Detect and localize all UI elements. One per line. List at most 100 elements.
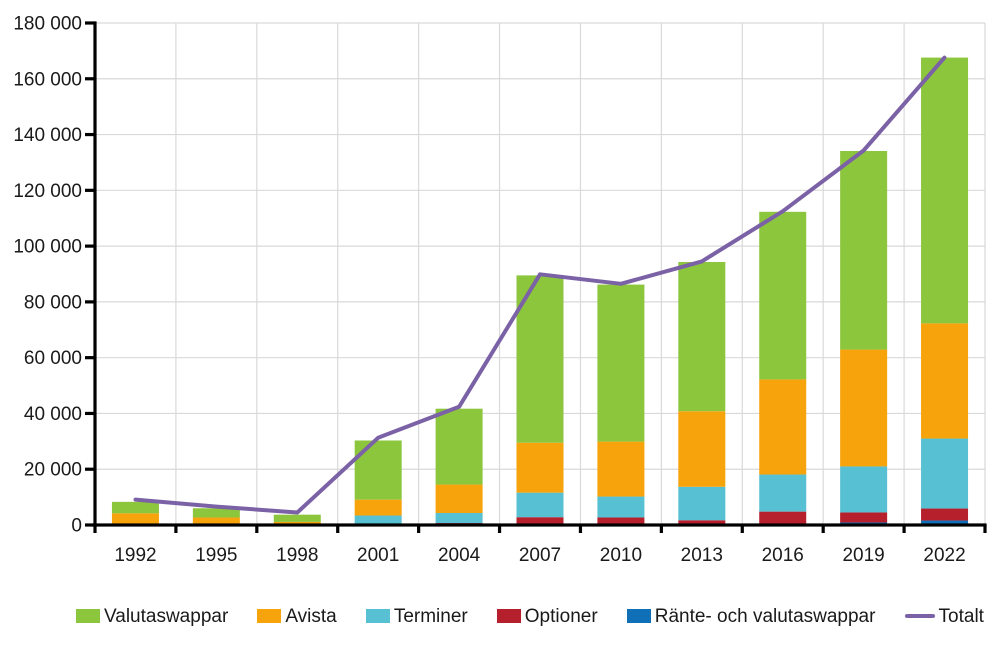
bar-segment-r-nte-och-valutaswappar-2022 (921, 520, 969, 525)
x-axis-line (91, 523, 987, 527)
bar-segment-optioner-2022 (921, 508, 969, 521)
bar-segment-valutaswappar-2022 (921, 57, 969, 324)
x-tick (255, 525, 259, 533)
x-tick (417, 525, 421, 533)
legend-line-marker-icon (904, 614, 935, 618)
total-line (133, 55, 947, 515)
bar-segment-avista-2022 (921, 323, 969, 439)
bar-segment-terminer-2007 (516, 492, 564, 518)
bar-segment-terminer-2001 (354, 515, 402, 525)
legend-item-terminer: Terminer (365, 605, 468, 627)
x-tick (93, 525, 97, 533)
bar-segment-valutaswappar-2004 (435, 408, 483, 485)
bar-segment-optioner-2013 (678, 520, 726, 525)
bar-segment-terminer-2010 (597, 496, 645, 518)
x-axis-label: 2010 (600, 545, 642, 566)
legend-item-r-nte-och-valutaswappar: Ränte- och valutaswappar (626, 605, 876, 627)
bar-segment-terminer-2016 (759, 474, 807, 512)
bar-segment-avista-1992 (111, 513, 159, 524)
bar-segment-valutaswappar-2019 (840, 151, 888, 350)
x-tick (983, 525, 987, 533)
x-axis-label: 2004 (438, 545, 481, 566)
y-tick (85, 132, 95, 137)
x-axis-label: 1998 (276, 545, 318, 566)
x-tick (174, 525, 178, 533)
legend-item-avista: Avista (257, 605, 337, 627)
bar-segment-optioner-2007 (516, 517, 564, 524)
y-axis-label: 80 000 (24, 292, 82, 313)
y-axis-label: 40 000 (24, 404, 82, 425)
bar-segment-valutaswappar-2016 (759, 211, 807, 380)
y-tick (85, 523, 95, 527)
x-axis-label: 2013 (681, 545, 723, 566)
bar-segment-avista-2019 (840, 349, 888, 467)
y-axis-line (93, 21, 97, 527)
x-axis-label: 1995 (195, 545, 237, 566)
x-tick (578, 525, 583, 533)
bar-segment-optioner-2016 (759, 511, 807, 525)
y-tick (85, 356, 95, 360)
legend-swatch-icon (365, 609, 390, 623)
bar-segment-terminer-2013 (678, 486, 726, 521)
bar-segment-optioner-2010 (597, 517, 645, 525)
legend-label: Optioner (524, 605, 598, 627)
bar-segment-optioner-2019 (840, 512, 888, 523)
y-axis-label: 20 000 (24, 460, 82, 481)
y-axis-label: 140 000 (13, 125, 82, 146)
bar-segment-avista-2007 (516, 442, 564, 493)
y-tick (85, 411, 95, 416)
x-tick (659, 525, 663, 533)
x-axis-label: 1992 (114, 545, 156, 566)
bar-segment-terminer-2019 (840, 466, 888, 513)
x-axis-label: 2022 (923, 545, 965, 566)
chart-legend: Valutaswappar Avista Terminer Optioner Ränte… (76, 602, 984, 630)
y-tick (85, 21, 95, 25)
x-tick (902, 525, 906, 533)
y-axis-label: 160 000 (13, 69, 82, 90)
x-tick (336, 525, 340, 533)
x-tick (497, 525, 502, 533)
bar-segment-valutaswappar-2001 (354, 440, 402, 500)
legend-swatch-icon (626, 609, 651, 623)
legend-swatch-icon (257, 609, 282, 623)
y-tick (85, 300, 95, 304)
x-tick (740, 525, 744, 533)
bar-segment-valutaswappar-1992 (111, 501, 159, 514)
bar-segment-valutaswappar-1995 (192, 508, 240, 518)
bar-segment-avista-2016 (759, 379, 807, 475)
x-axis-label: 2007 (519, 545, 561, 566)
x-axis-label: 2016 (762, 545, 804, 566)
x-axis-label: 2019 (842, 545, 884, 566)
y-axis-label: 100 000 (13, 237, 82, 258)
y-tick (85, 244, 95, 248)
legend-label: Totalt (938, 605, 984, 627)
bar-segment-valutaswappar-2013 (678, 262, 726, 412)
x-tick (821, 525, 825, 533)
legend-label: Ränte- och valutaswappar (654, 605, 876, 627)
legend-swatch-icon (76, 609, 100, 623)
bar-segment-avista-1995 (192, 517, 240, 525)
y-axis-label: 120 000 (13, 181, 82, 202)
y-axis-label: 60 000 (24, 348, 82, 369)
bar-segment-avista-2004 (435, 484, 483, 514)
bar-segment-valutaswappar-1998 (273, 514, 321, 522)
bar-segment-avista-2010 (597, 441, 645, 497)
legend-item-valutaswappar: Valutaswappar (76, 607, 228, 626)
legend-item-totalt: Totalt (904, 605, 984, 627)
legend-swatch-icon (496, 609, 521, 623)
legend-label: Terminer (393, 605, 468, 627)
y-axis-label: 180 000 (13, 14, 82, 35)
legend-label: Avista (285, 605, 337, 627)
bar-segment-avista-2001 (354, 499, 402, 516)
bar-segment-terminer-2004 (435, 513, 483, 524)
x-axis-label: 2001 (357, 545, 399, 566)
bar-segment-valutaswappar-2010 (597, 284, 645, 442)
y-tick (85, 77, 95, 81)
bar-segment-avista-2013 (678, 411, 726, 487)
legend-item-optioner: Optioner (496, 605, 598, 627)
chart-plot: 0 20 000 40 000 60 000 80 000 100 000 120 000 1… (13, 14, 987, 566)
bar-segment-terminer-2022 (921, 438, 969, 509)
y-tick (85, 467, 95, 471)
y-tick (85, 188, 95, 192)
